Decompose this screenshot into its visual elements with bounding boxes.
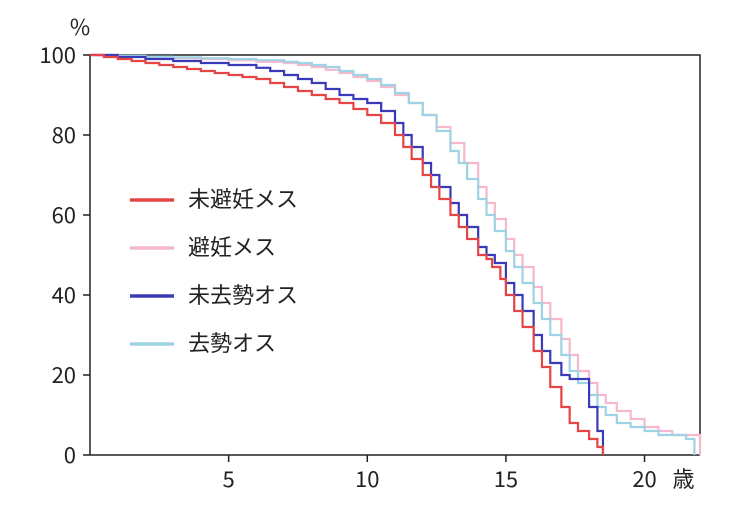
y-tick-label: 20: [52, 358, 76, 390]
x-tick-label: 10: [355, 462, 379, 494]
legend-label-intact_male: 未去勢オス: [188, 278, 298, 310]
y-tick-label: 40: [52, 278, 76, 310]
x-tick-label: 15: [494, 462, 518, 494]
survival-chart: 0 20 40 60 80 100 5 10 15 20 歳% 未避妊メス避妊メス未去勢オス去勢オス: [0, 0, 730, 529]
legend-label-neutered_male: 去勢オス: [188, 326, 276, 358]
chart-background: [0, 0, 730, 529]
y-axis-title: %: [70, 10, 90, 42]
legend-label-intact_female: 未避妊メス: [188, 182, 298, 214]
x-axis-unit: 歳: [673, 462, 695, 494]
chart-container: 0 20 40 60 80 100 5 10 15 20 歳% 未避妊メス避妊メス未去勢オス去勢オス: [0, 0, 730, 529]
y-tick-label: 100: [39, 38, 76, 70]
y-tick-label: 80: [52, 118, 76, 150]
x-tick-label: 20: [632, 462, 656, 494]
legend-label-spayed_female: 避妊メス: [188, 230, 276, 262]
y-tick-label: 60: [52, 198, 76, 230]
x-tick-label: 5: [223, 462, 235, 494]
y-tick-label: 0: [64, 438, 76, 470]
